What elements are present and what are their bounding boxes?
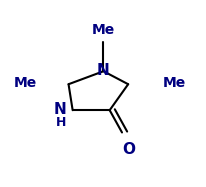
Text: O: O	[122, 142, 135, 157]
Text: Me: Me	[162, 76, 185, 90]
Text: Me: Me	[91, 23, 115, 37]
Text: N: N	[54, 102, 66, 117]
Text: N: N	[97, 63, 109, 78]
Text: H: H	[56, 116, 66, 129]
Text: Me: Me	[13, 76, 36, 90]
